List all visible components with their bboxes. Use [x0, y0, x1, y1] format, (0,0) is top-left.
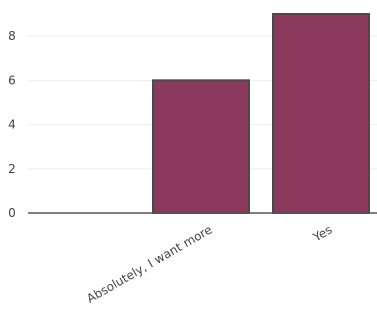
bar — [272, 13, 370, 214]
y-axis-ticks: 0 2 4 6 8 — [8, 29, 16, 220]
bar — [152, 79, 250, 215]
bars — [152, 13, 370, 215]
y-tick-label: 4 — [8, 118, 16, 132]
x-tick-label: Absolutely, I want more — [84, 222, 214, 305]
y-tick-label: 6 — [8, 73, 16, 87]
y-tick-label: 2 — [8, 162, 16, 176]
x-axis-labels: Absolutely, I want more Yes — [84, 222, 334, 305]
y-tick-label: 0 — [8, 206, 16, 220]
y-tick-label: 8 — [8, 29, 16, 43]
x-tick-label: Yes — [310, 222, 335, 244]
